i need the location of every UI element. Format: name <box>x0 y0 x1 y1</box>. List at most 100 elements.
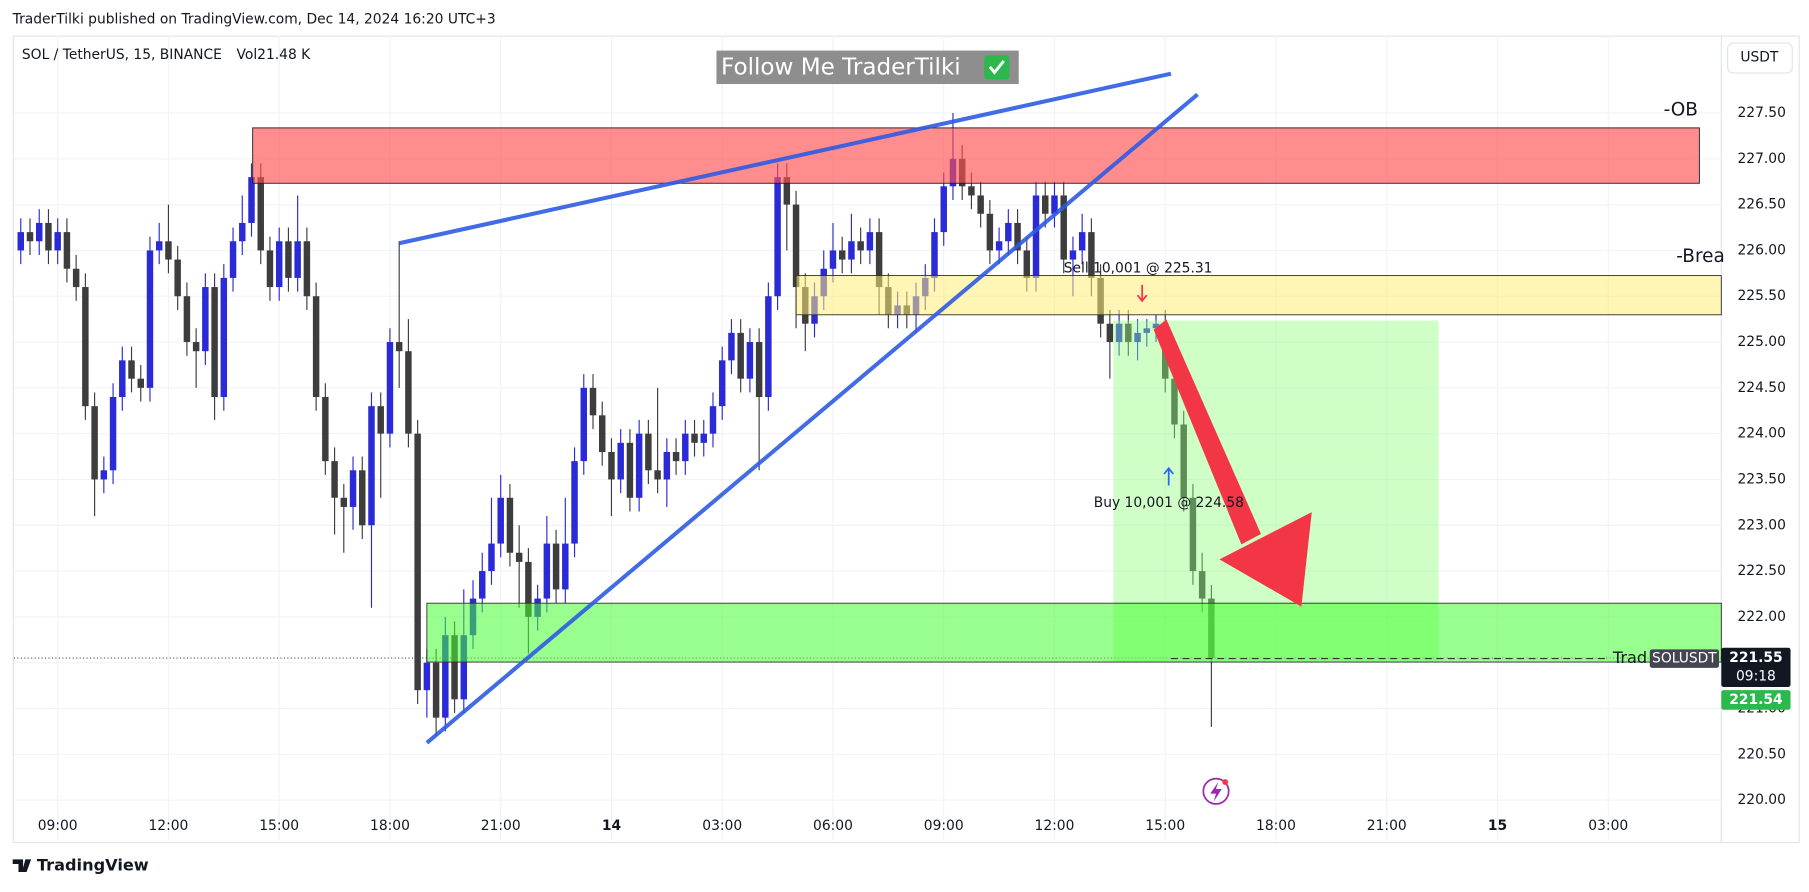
candle-body <box>718 360 726 407</box>
candle-body <box>155 241 163 251</box>
candle-body <box>229 241 237 278</box>
candle-body <box>746 342 754 379</box>
candle-body <box>672 451 680 462</box>
candle-body <box>765 296 772 398</box>
x-tick-label: 12:00 <box>1035 818 1075 834</box>
arrow-head <box>1219 512 1312 607</box>
candle-body <box>395 342 403 352</box>
candles <box>17 113 1215 736</box>
candle-body <box>792 204 800 288</box>
candle-body <box>645 433 652 471</box>
candle-body <box>691 433 698 443</box>
logo-icon <box>12 859 32 873</box>
candle-body <box>257 177 264 251</box>
trend-line <box>398 71 1172 246</box>
candle-body <box>580 387 588 462</box>
candle-body <box>857 241 864 251</box>
candle-body <box>414 433 421 691</box>
candle-body <box>146 250 154 388</box>
drawings: Sell 10,001 @ 225.31 Buy 10,001 @ 224.58… <box>252 71 1725 805</box>
candle-body <box>303 241 311 297</box>
candle-body <box>838 250 846 260</box>
candle-body <box>248 177 255 223</box>
x-tick-label: 09:00 <box>38 818 78 834</box>
candle-body <box>1005 222 1012 242</box>
candle-body <box>635 433 643 498</box>
last-price-box <box>1721 647 1791 687</box>
candle-body <box>294 241 301 278</box>
x-tick-label: 14 <box>602 818 621 834</box>
candle-body <box>211 287 218 398</box>
sell-label: Sell 10,001 @ 225.31 <box>1064 261 1213 277</box>
candle-body <box>737 332 744 379</box>
candle-body <box>1088 232 1095 278</box>
buy-label: Buy 10,001 @ 224.58 <box>1094 495 1244 511</box>
candle-body <box>35 222 43 242</box>
y-tick-label: 220.00 <box>1738 792 1786 808</box>
candle-body <box>239 222 246 242</box>
candle-body <box>525 561 532 617</box>
candle-body <box>45 222 52 251</box>
x-tick-label: 21:00 <box>1367 818 1407 834</box>
watermark: Follow Me TraderTilki <box>721 54 961 80</box>
candle-body <box>54 232 61 251</box>
candle-body <box>995 241 1003 251</box>
candle-body <box>1152 323 1160 329</box>
x-tick-label: 18:00 <box>370 818 410 834</box>
x-tick-label: 03:00 <box>1588 818 1628 834</box>
candle-body <box>848 241 855 260</box>
candle-body <box>91 406 98 480</box>
x-tick-label: 21:00 <box>481 818 521 834</box>
candle-body <box>128 360 135 379</box>
bid-price-box <box>1721 690 1791 710</box>
candle-body <box>312 296 320 398</box>
candle-body <box>829 250 837 269</box>
y-tick-label: 223.00 <box>1738 517 1786 533</box>
symbol-tag: SOLUSDT <box>1652 651 1717 667</box>
candle-body <box>931 232 938 278</box>
candle-body <box>783 177 791 205</box>
x-tick-label: 09:00 <box>924 818 964 834</box>
candle-body <box>1014 222 1021 251</box>
candle-body <box>275 241 283 288</box>
candle-body <box>1143 328 1151 333</box>
y-tick-label: 222.00 <box>1738 609 1786 625</box>
candle-body <box>1125 323 1132 343</box>
candle-body <box>442 635 449 718</box>
trend-line <box>425 92 1199 745</box>
candle-body <box>82 287 89 407</box>
candle-body <box>119 360 126 398</box>
candle-body <box>654 470 661 480</box>
candle-body <box>599 415 606 452</box>
candle-body <box>432 662 440 718</box>
candle-body <box>488 543 495 572</box>
arrow-shaft <box>1153 319 1261 545</box>
logo: TradingView <box>37 856 149 875</box>
candle-body <box>377 406 384 434</box>
event-icon-bolt <box>1210 782 1222 802</box>
candle-body <box>1189 497 1197 572</box>
candle-body <box>1134 332 1141 343</box>
last-price-label: 221.55 <box>1729 650 1782 666</box>
candle-body <box>571 461 578 544</box>
candle-body <box>460 635 468 700</box>
y-tick-label: 224.00 <box>1738 426 1786 442</box>
candle-body <box>608 451 615 480</box>
x-tick-label: 03:00 <box>702 818 742 834</box>
y-tick-label: 224.50 <box>1738 380 1786 396</box>
candle-body <box>866 232 874 251</box>
x-tick-label: 15:00 <box>259 818 299 834</box>
candle-body <box>349 470 357 507</box>
candle-body <box>386 342 394 434</box>
currency-button[interactable] <box>1727 42 1793 74</box>
candle-body <box>663 451 671 480</box>
candle-body <box>940 186 947 233</box>
demand-zone <box>426 602 1722 663</box>
x-tick-label: 15 <box>1488 818 1507 834</box>
candle-body <box>451 635 458 700</box>
candle-body <box>1023 250 1031 278</box>
candle-body <box>359 470 366 526</box>
candle-body <box>322 397 329 462</box>
candle-body <box>1171 378 1178 425</box>
